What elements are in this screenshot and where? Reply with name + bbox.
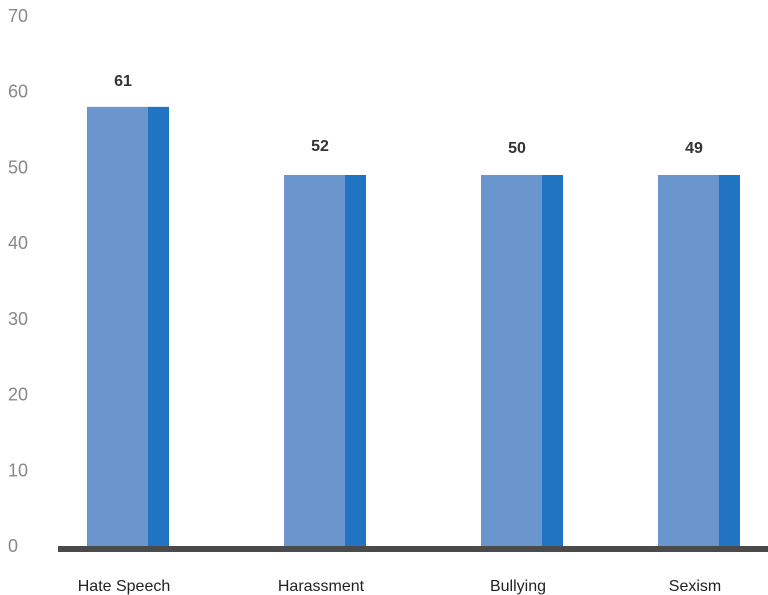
y-tick-label: 50 <box>8 157 28 177</box>
x-category-label: Hate Speech <box>78 578 171 595</box>
y-tick-label: 10 <box>8 460 28 480</box>
bar-side-sexism <box>719 175 740 546</box>
y-tick-label: 0 <box>8 536 18 556</box>
data-label: 52 <box>311 138 329 155</box>
bar-side-hate-speech <box>148 106 169 546</box>
data-label: 61 <box>114 73 132 90</box>
bar-side-bullying <box>542 175 563 546</box>
y-tick-label: 70 <box>8 6 28 26</box>
x-category-label: Sexism <box>669 578 721 595</box>
y-axis-ticks: 0 10 20 30 40 50 60 70 <box>8 6 28 556</box>
data-label: 49 <box>685 140 703 157</box>
y-tick-label: 30 <box>8 309 28 329</box>
x-category-label: Bullying <box>490 578 546 595</box>
bar-side-harassment <box>345 175 366 546</box>
bars <box>87 106 740 546</box>
x-category-label: Harassment <box>278 578 365 595</box>
bar-hate-speech <box>87 106 148 546</box>
bar-sexism <box>658 175 719 546</box>
data-labels: 61 52 50 49 <box>114 73 703 157</box>
y-tick-label: 40 <box>8 233 28 253</box>
data-label: 50 <box>508 140 526 157</box>
y-tick-label: 20 <box>8 385 28 405</box>
bar-bullying <box>481 175 542 546</box>
bar-harassment <box>284 175 345 546</box>
x-axis-categories: Hate Speech Harassment Bullying Sexism <box>78 578 721 595</box>
y-tick-label: 60 <box>8 82 28 102</box>
